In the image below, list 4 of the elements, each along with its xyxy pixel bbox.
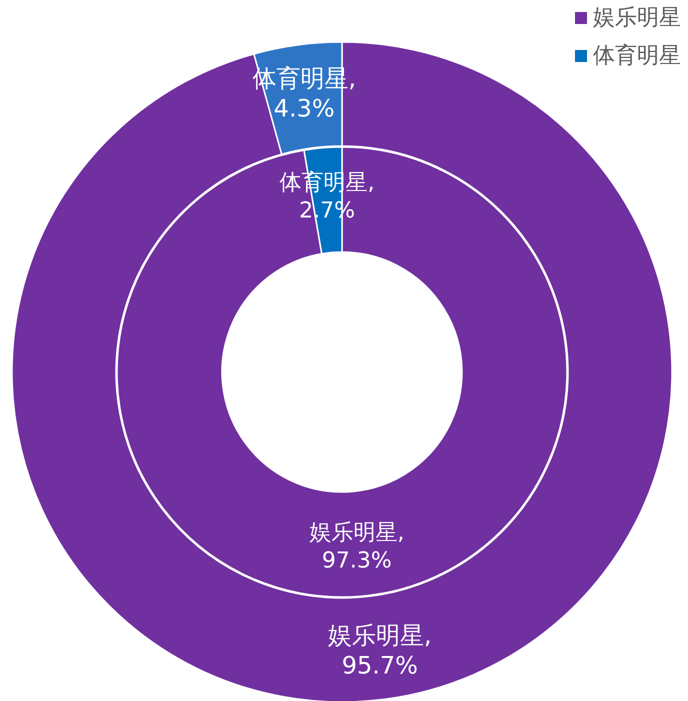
data-label: 娱乐明星, 95.7% bbox=[328, 621, 432, 680]
legend-label: 娱乐明星 bbox=[593, 6, 681, 30]
legend-label: 体育明星 bbox=[593, 42, 681, 68]
data-label: 娱乐明星, 97.3% bbox=[309, 520, 404, 574]
